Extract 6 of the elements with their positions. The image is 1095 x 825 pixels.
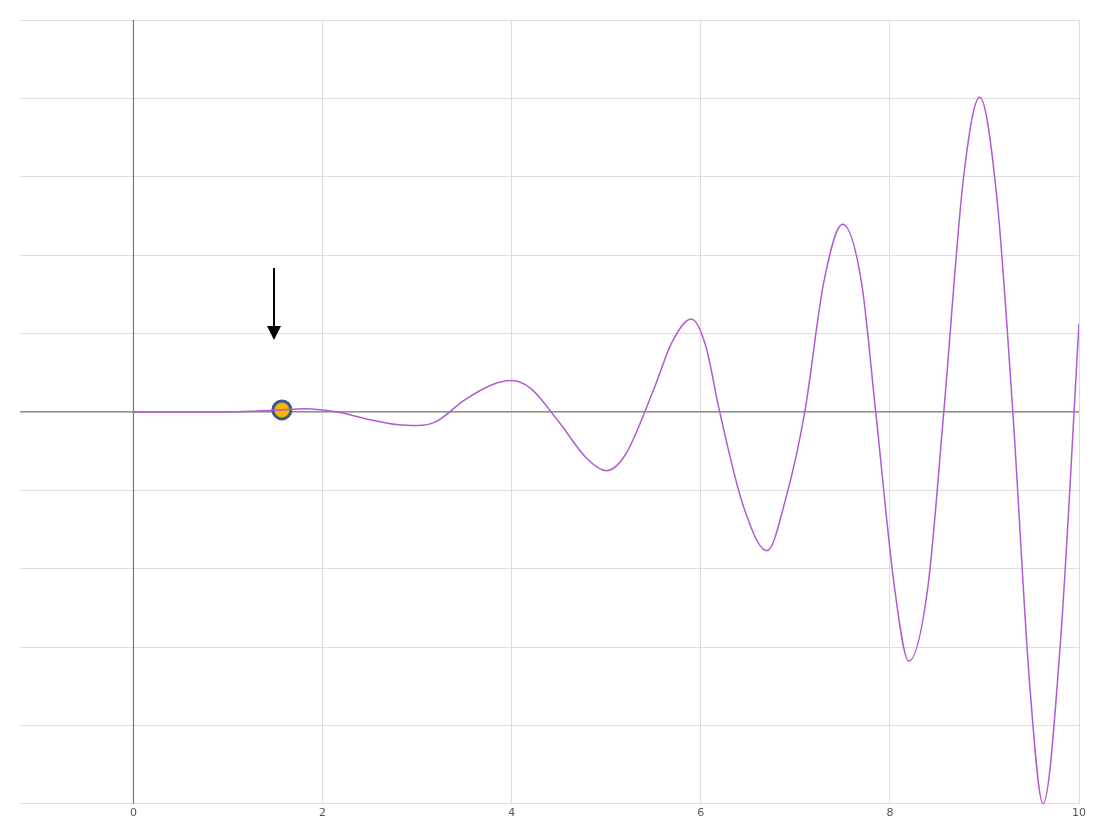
x-tick-label: 4 (508, 806, 516, 820)
x-tick-label: 2 (319, 806, 327, 820)
x-tick-label: 8 (886, 806, 894, 820)
x-tick-label: 0 (129, 806, 137, 820)
x-tick-label: 6 (697, 806, 705, 820)
x-tick-label: 10 (1072, 806, 1086, 820)
